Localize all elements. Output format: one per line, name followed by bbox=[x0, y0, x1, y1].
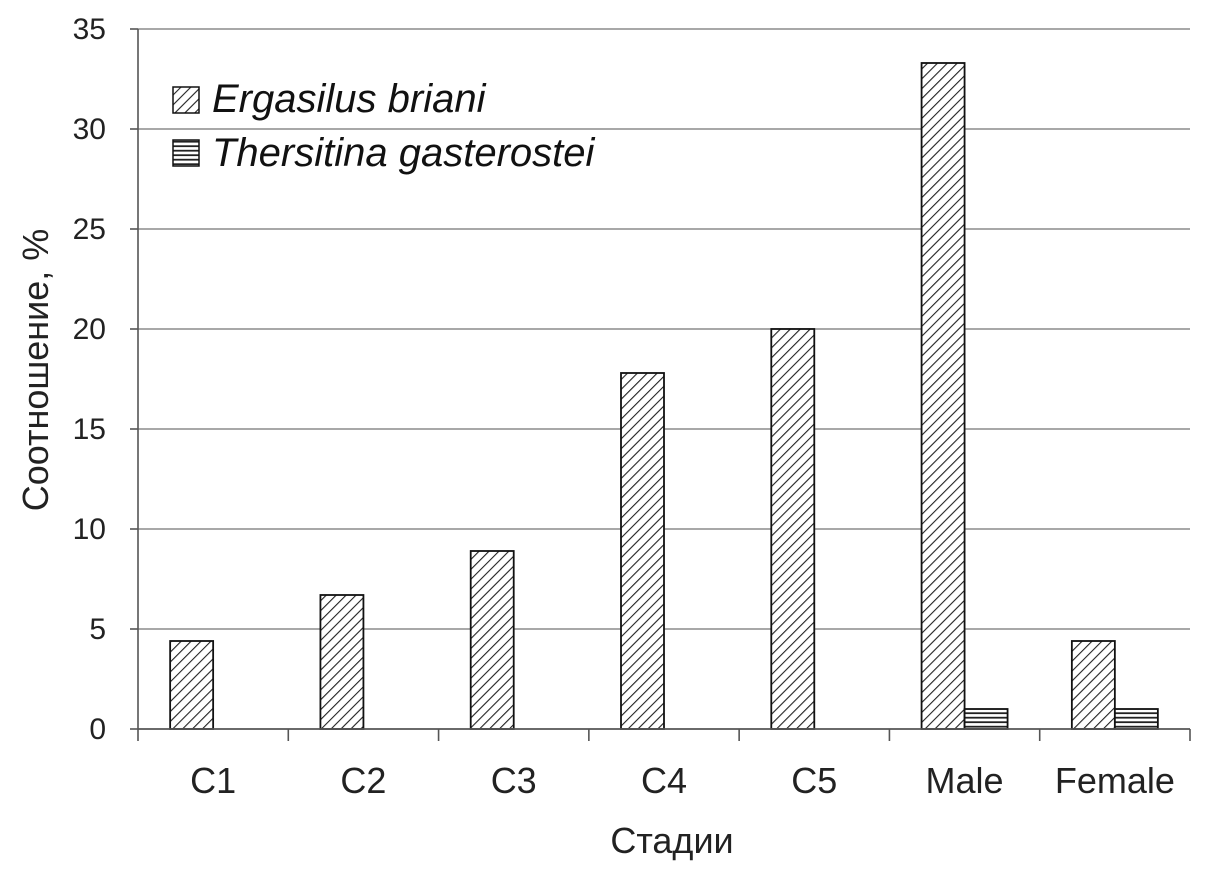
x-tick-label: C2 bbox=[340, 760, 386, 801]
bar-ergasilus-c5 bbox=[770, 328, 816, 730]
bar-thersitina-male bbox=[963, 708, 1009, 730]
legend: Ergasilus briani Thersitina gasterostei bbox=[172, 77, 596, 175]
y-axis-ticks: 0 5 10 15 20 25 30 35 bbox=[73, 13, 139, 746]
y-tick-label: 25 bbox=[73, 213, 106, 246]
x-tick-label: C5 bbox=[791, 760, 837, 801]
x-tick-label: C4 bbox=[641, 760, 687, 801]
y-tick-label: 10 bbox=[73, 513, 106, 546]
legend-label-thersitina: Thersitina gasterostei bbox=[212, 131, 596, 175]
y-tick-label: 20 bbox=[73, 313, 106, 346]
bar-ergasilus-c4 bbox=[620, 372, 665, 730]
y-tick-label: 0 bbox=[89, 713, 106, 746]
x-tick-label: Male bbox=[926, 760, 1004, 801]
x-tick-label: C3 bbox=[491, 760, 537, 801]
bar-ergasilus-c3 bbox=[469, 550, 515, 730]
y-tick-label: 30 bbox=[73, 113, 106, 146]
y-tick-label: 5 bbox=[89, 613, 106, 646]
bar-ergasilus-c2 bbox=[319, 594, 365, 730]
bar-ergasilus-female bbox=[1070, 640, 1116, 730]
bar-thersitina-female bbox=[1113, 708, 1159, 730]
x-tick-label: C1 bbox=[190, 760, 236, 801]
y-tick-label: 15 bbox=[73, 413, 106, 446]
legend-swatch-ergasilus bbox=[172, 86, 200, 114]
bar-ergasilus-c1 bbox=[169, 640, 215, 730]
x-axis: C1 C2 C3 C4 C5 Male Female bbox=[137, 728, 1191, 801]
bars bbox=[169, 62, 1159, 730]
y-tick-label: 35 bbox=[73, 13, 106, 46]
y-axis-title: Соотношение, % bbox=[15, 229, 56, 512]
legend-swatch-thersitina bbox=[172, 139, 200, 167]
legend-label-ergasilus: Ergasilus briani bbox=[212, 77, 487, 121]
bar-ergasilus-male bbox=[920, 62, 966, 730]
x-axis-title: Стадии bbox=[610, 820, 733, 861]
x-tick-label: Female bbox=[1055, 760, 1175, 801]
